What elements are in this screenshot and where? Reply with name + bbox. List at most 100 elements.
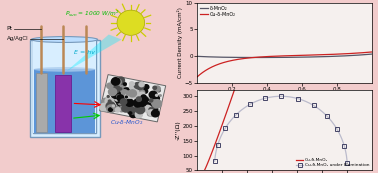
Circle shape [108, 107, 113, 112]
Circle shape [143, 105, 152, 113]
Circle shape [113, 78, 117, 81]
Circle shape [147, 107, 157, 116]
Bar [55, 75, 71, 132]
Line: δ-MnO₂: δ-MnO₂ [197, 54, 372, 57]
Circle shape [151, 104, 157, 109]
Circle shape [138, 102, 149, 111]
Circle shape [152, 107, 158, 113]
Cu-δ-MnO₂ [216, 63, 220, 65]
Circle shape [135, 111, 143, 119]
Ellipse shape [34, 67, 96, 72]
Circle shape [138, 84, 142, 88]
Circle shape [139, 103, 147, 111]
Text: Cu-$\delta$-MnO$_2$: Cu-$\delta$-MnO$_2$ [110, 118, 144, 127]
Circle shape [128, 106, 137, 114]
Circle shape [127, 91, 133, 97]
Circle shape [121, 104, 130, 113]
Circle shape [112, 104, 115, 107]
Circle shape [128, 111, 132, 115]
Text: Ag/AgCl: Ag/AgCl [6, 36, 28, 41]
Circle shape [110, 89, 121, 99]
Cu-δ-MnO₂ [195, 76, 199, 78]
Ellipse shape [31, 37, 98, 42]
Circle shape [147, 111, 153, 117]
Circle shape [138, 99, 147, 107]
Cu-δ-MnO₂ [305, 54, 310, 56]
Circle shape [150, 99, 157, 106]
Bar [34, 69, 96, 133]
Circle shape [138, 81, 145, 87]
Circle shape [108, 99, 112, 103]
Circle shape [112, 105, 119, 112]
Text: Pt: Pt [6, 26, 12, 31]
Y-axis label: Current Density (mA/cm²): Current Density (mA/cm²) [177, 7, 183, 78]
Circle shape [139, 85, 143, 88]
Circle shape [139, 91, 146, 98]
Circle shape [126, 91, 132, 96]
Circle shape [118, 101, 122, 105]
Circle shape [123, 82, 127, 86]
Circle shape [145, 108, 150, 112]
Circle shape [155, 94, 158, 97]
Circle shape [107, 84, 112, 89]
Circle shape [129, 88, 139, 98]
Circle shape [111, 84, 121, 93]
δ-MnO₂ [195, 55, 199, 57]
δ-MnO₂ [322, 56, 327, 58]
Circle shape [129, 83, 138, 91]
Circle shape [110, 107, 115, 111]
δ-MnO₂ [265, 56, 269, 58]
Circle shape [116, 94, 124, 102]
Circle shape [124, 95, 132, 102]
Circle shape [122, 87, 131, 95]
Circle shape [143, 84, 150, 90]
Y-axis label: -Z''(Ω): -Z''(Ω) [176, 121, 181, 140]
Circle shape [143, 96, 149, 101]
Circle shape [153, 110, 158, 115]
Bar [33, 39, 96, 134]
Polygon shape [29, 39, 99, 137]
Circle shape [138, 102, 148, 111]
Circle shape [119, 104, 127, 111]
Circle shape [118, 106, 125, 112]
Circle shape [115, 97, 121, 103]
X-axis label: Potential vs. RHE (V): Potential vs. RHE (V) [248, 93, 321, 98]
Circle shape [153, 85, 161, 92]
Legend: Cu-δ-MnO₂, Cu-δ-MnO₂ under Illumination: Cu-δ-MnO₂, Cu-δ-MnO₂ under Illumination [295, 157, 370, 168]
Circle shape [138, 89, 146, 96]
Circle shape [143, 102, 152, 110]
Circle shape [116, 94, 121, 99]
Circle shape [147, 109, 155, 116]
δ-MnO₂ [305, 56, 310, 58]
Circle shape [126, 90, 135, 99]
Legend: δ-MnO₂, Cu-δ-MnO₂: δ-MnO₂, Cu-δ-MnO₂ [199, 5, 237, 18]
Circle shape [139, 86, 143, 89]
Circle shape [115, 84, 118, 87]
δ-MnO₂ [370, 53, 375, 55]
Circle shape [126, 105, 137, 115]
Text: $P_{sun}$ = 1000 W/m$^2$: $P_{sun}$ = 1000 W/m$^2$ [65, 9, 119, 19]
Circle shape [104, 97, 115, 106]
δ-MnO₂ [252, 56, 256, 58]
Circle shape [149, 102, 153, 106]
Circle shape [123, 93, 127, 97]
Circle shape [125, 98, 134, 107]
Circle shape [148, 107, 153, 112]
Circle shape [129, 81, 135, 86]
Circle shape [116, 99, 125, 107]
Circle shape [119, 87, 122, 90]
Circle shape [119, 89, 130, 99]
Bar [36, 73, 47, 132]
Circle shape [112, 106, 115, 109]
Circle shape [118, 81, 127, 89]
Circle shape [149, 90, 158, 99]
Circle shape [138, 113, 143, 116]
Circle shape [152, 85, 157, 90]
δ-MnO₂ [256, 56, 261, 58]
Circle shape [128, 89, 137, 98]
Circle shape [115, 95, 119, 99]
Circle shape [127, 101, 138, 110]
Line: Cu-δ-MnO₂: Cu-δ-MnO₂ [197, 52, 372, 77]
Bar [100, 75, 166, 122]
Circle shape [133, 82, 142, 89]
